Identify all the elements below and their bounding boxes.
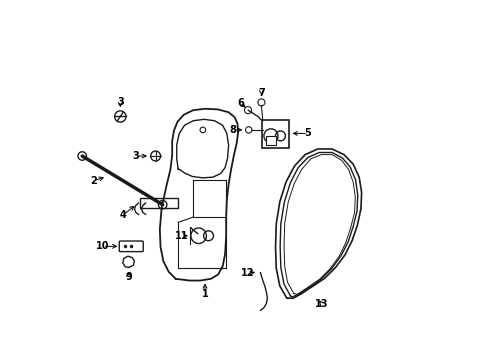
FancyBboxPatch shape	[119, 241, 143, 252]
Text: 4: 4	[119, 210, 126, 220]
FancyBboxPatch shape	[265, 136, 275, 145]
Text: 5: 5	[304, 129, 311, 139]
Text: 11: 11	[175, 231, 188, 241]
Text: 1: 1	[201, 289, 208, 298]
Text: 6: 6	[236, 98, 243, 108]
Text: 10: 10	[96, 241, 109, 251]
Text: 12: 12	[241, 269, 254, 279]
FancyBboxPatch shape	[140, 198, 178, 208]
Text: 2: 2	[90, 176, 97, 186]
Text: 3: 3	[132, 151, 139, 161]
FancyBboxPatch shape	[262, 120, 288, 148]
Text: 3: 3	[117, 97, 123, 107]
Text: 8: 8	[229, 125, 236, 135]
Text: 13: 13	[315, 299, 328, 309]
Text: 7: 7	[258, 87, 264, 98]
Text: 9: 9	[125, 272, 132, 282]
